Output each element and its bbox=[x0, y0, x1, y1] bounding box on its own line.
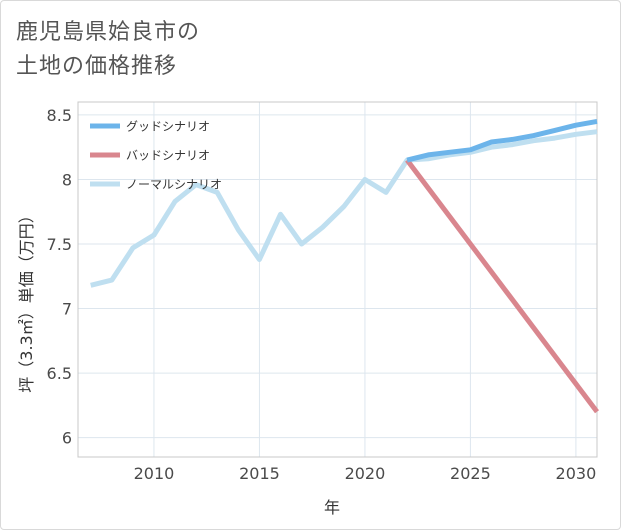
y-tick-label: 8.5 bbox=[47, 106, 72, 125]
x-axis-title: 年 bbox=[324, 498, 340, 517]
legend-label: バッドシナリオ bbox=[126, 149, 210, 163]
series-layer bbox=[90, 118, 599, 414]
tick-labels: 2010 2015 2020 2025 2030 6 6.5 7 7.5 8 8.5 bbox=[47, 106, 597, 483]
plot-area-border bbox=[77, 101, 598, 458]
legend-label: グッドシナリオ bbox=[126, 120, 210, 134]
bad-scenario-line bbox=[405, 158, 599, 414]
x-tick-label: 2020 bbox=[345, 464, 386, 483]
chart-title-line1: 鹿児島県姶良市の bbox=[16, 20, 201, 45]
chart-title-line2: 土地の価格推移 bbox=[16, 54, 178, 79]
legend-item-normal[interactable]: ノーマルシナリオ bbox=[90, 178, 222, 192]
y-tick-label: 6.5 bbox=[47, 364, 72, 383]
y-axis-title: 坪（3.3㎡）単価（万円） bbox=[17, 207, 36, 392]
legend-item-bad[interactable]: バッドシナリオ bbox=[90, 149, 210, 163]
y-tick-label: 7.5 bbox=[47, 235, 72, 254]
legend-item-good[interactable]: グッドシナリオ bbox=[90, 120, 210, 134]
chart-title: 鹿児島県姶良市の 土地の価格推移 bbox=[16, 16, 200, 84]
legend-label: ノーマルシナリオ bbox=[126, 178, 222, 192]
good-scenario-line bbox=[406, 118, 598, 163]
x-tick-label: 2015 bbox=[239, 464, 280, 483]
grid-lines bbox=[78, 102, 597, 457]
normal-scenario-line bbox=[90, 129, 598, 288]
y-tick-label: 6 bbox=[62, 429, 72, 448]
y-tick-label: 8 bbox=[62, 170, 72, 189]
x-tick-label: 2025 bbox=[450, 464, 491, 483]
x-tick-label: 2010 bbox=[134, 464, 175, 483]
x-tick-label: 2030 bbox=[556, 464, 597, 483]
y-tick-label: 7 bbox=[62, 300, 72, 319]
